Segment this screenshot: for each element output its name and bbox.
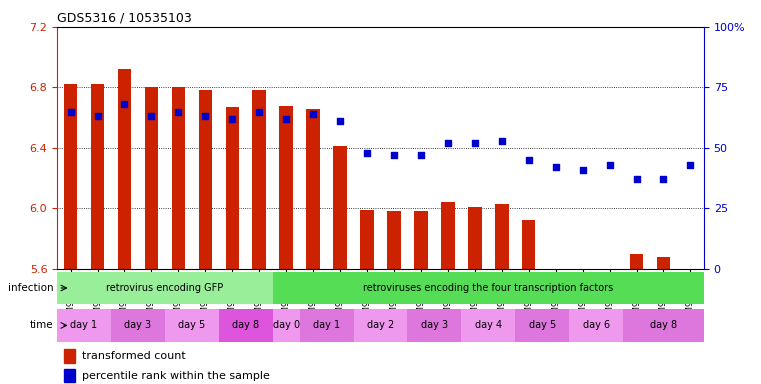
Bar — [307, 109, 320, 269]
Point — [199, 113, 212, 119]
Point — [172, 109, 184, 115]
Point — [334, 118, 346, 124]
Bar — [57, 273, 272, 303]
Text: infection: infection — [8, 283, 53, 293]
Point — [469, 140, 481, 146]
Bar — [272, 309, 300, 342]
Text: day 6: day 6 — [583, 320, 610, 331]
Point — [630, 176, 642, 182]
Point — [684, 162, 696, 168]
Bar — [623, 309, 704, 342]
Text: day 1: day 1 — [313, 320, 340, 331]
Point — [549, 164, 562, 170]
Point — [388, 152, 400, 158]
Text: day 5: day 5 — [529, 320, 556, 331]
Text: day 2: day 2 — [367, 320, 394, 331]
Bar — [603, 269, 616, 276]
Text: transformed count: transformed count — [81, 351, 186, 361]
Point — [119, 101, 131, 108]
Bar — [219, 309, 272, 342]
Bar — [225, 107, 239, 269]
Point — [65, 109, 77, 115]
Bar — [57, 309, 111, 342]
Point — [145, 113, 158, 119]
Text: day 8: day 8 — [650, 320, 677, 331]
Bar — [549, 269, 562, 273]
Text: time: time — [30, 320, 53, 331]
Point — [253, 109, 266, 115]
Bar — [414, 211, 428, 269]
Bar — [145, 88, 158, 269]
Text: day 5: day 5 — [178, 320, 205, 331]
Point — [523, 157, 535, 163]
Bar — [300, 309, 354, 342]
Bar — [387, 211, 401, 269]
Text: day 8: day 8 — [232, 320, 260, 331]
Point — [495, 137, 508, 144]
Bar — [407, 309, 461, 342]
Bar — [354, 309, 407, 342]
Bar — [91, 84, 104, 269]
Bar — [118, 69, 131, 269]
Bar — [495, 204, 508, 269]
Bar — [630, 254, 643, 269]
Point — [603, 162, 616, 168]
Point — [658, 176, 670, 182]
Point — [91, 113, 103, 119]
Bar — [64, 84, 78, 269]
Point — [577, 167, 589, 173]
Bar — [63, 369, 75, 382]
Text: percentile rank within the sample: percentile rank within the sample — [81, 371, 269, 381]
Point — [415, 152, 427, 158]
Text: GDS5316 / 10535103: GDS5316 / 10535103 — [57, 11, 192, 24]
Point — [280, 116, 292, 122]
Bar — [279, 106, 293, 269]
Bar — [441, 202, 454, 269]
Bar — [272, 273, 704, 303]
Bar — [360, 210, 374, 269]
Bar — [333, 146, 347, 269]
Bar — [569, 309, 623, 342]
Point — [226, 116, 238, 122]
Bar — [253, 90, 266, 269]
Point — [361, 150, 373, 156]
Bar — [172, 88, 185, 269]
Bar — [657, 257, 670, 269]
Text: day 3: day 3 — [124, 320, 151, 331]
Bar — [468, 207, 482, 269]
Bar — [63, 349, 75, 363]
Text: day 0: day 0 — [272, 320, 300, 331]
Bar — [461, 309, 515, 342]
Bar — [165, 309, 219, 342]
Bar — [199, 90, 212, 269]
Bar — [683, 269, 697, 273]
Bar — [522, 220, 536, 269]
Text: day 1: day 1 — [71, 320, 97, 331]
Point — [307, 111, 319, 117]
Text: day 3: day 3 — [421, 320, 448, 331]
Text: retroviruses encoding the four transcription factors: retroviruses encoding the four transcrip… — [363, 283, 613, 293]
Bar — [515, 309, 569, 342]
Bar — [111, 309, 165, 342]
Bar — [576, 269, 589, 273]
Point — [442, 140, 454, 146]
Text: retrovirus encoding GFP: retrovirus encoding GFP — [107, 283, 224, 293]
Text: day 4: day 4 — [475, 320, 501, 331]
